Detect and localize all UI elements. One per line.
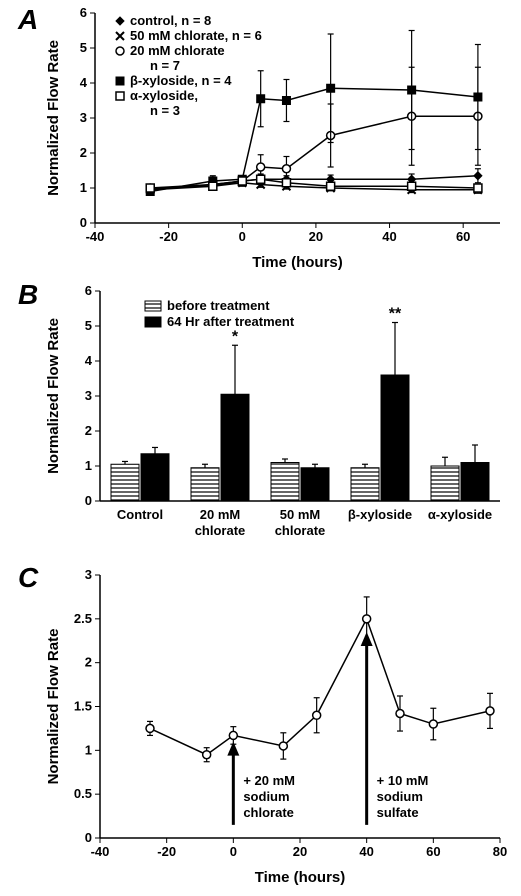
svg-text:control, n = 8: control, n = 8 xyxy=(130,13,211,28)
svg-text:64 Hr after treatment: 64 Hr after treatment xyxy=(167,314,295,329)
svg-text:+ 20 mM: + 20 mM xyxy=(243,773,295,788)
svg-text:chlorate: chlorate xyxy=(195,523,246,538)
svg-text:2: 2 xyxy=(85,423,92,438)
svg-text:1: 1 xyxy=(85,742,92,757)
svg-text:0: 0 xyxy=(239,229,246,244)
svg-text:6: 6 xyxy=(80,8,87,20)
svg-text:2: 2 xyxy=(85,655,92,670)
svg-text:3: 3 xyxy=(85,388,92,403)
svg-text:4: 4 xyxy=(85,353,93,368)
svg-text:sodium: sodium xyxy=(243,789,289,804)
svg-text:Time (hours): Time (hours) xyxy=(252,254,343,271)
svg-text:3: 3 xyxy=(85,570,92,582)
svg-text:5: 5 xyxy=(80,40,87,55)
svg-text:α-xyloside,: α-xyloside, xyxy=(130,88,198,103)
svg-text:chlorate: chlorate xyxy=(243,805,294,820)
svg-text:0: 0 xyxy=(80,215,87,230)
svg-text:β-xyloside, n = 4: β-xyloside, n = 4 xyxy=(130,73,232,88)
svg-text:0.5: 0.5 xyxy=(74,786,92,801)
svg-text:-40: -40 xyxy=(86,229,105,244)
svg-text:α-xyloside: α-xyloside xyxy=(428,507,492,522)
svg-text:60: 60 xyxy=(426,844,440,859)
svg-text:50 mM: 50 mM xyxy=(280,507,320,522)
svg-text:sodium: sodium xyxy=(377,789,423,804)
svg-text:20: 20 xyxy=(293,844,307,859)
panel-a-chart: 0 1 2 3 4 5 6 -40 -20 0 20 40 60 Time (hours) Normaliz… xyxy=(40,8,510,273)
svg-text:Normalized Flow Rate: Normalized Flow Rate xyxy=(45,629,62,785)
svg-text:80: 80 xyxy=(493,844,507,859)
svg-text:Control: Control xyxy=(117,507,163,522)
panel-b-label: B xyxy=(18,279,38,311)
svg-text:Normalized Flow Rate: Normalized Flow Rate xyxy=(45,40,62,196)
svg-text:n = 7: n = 7 xyxy=(150,58,180,73)
svg-text:60: 60 xyxy=(456,229,470,244)
svg-text:20 mM chlorate: 20 mM chlorate xyxy=(130,43,225,58)
svg-text:20: 20 xyxy=(309,229,323,244)
panel-a-label: A xyxy=(18,4,38,36)
svg-text:1.5: 1.5 xyxy=(74,699,92,714)
svg-text:20 mM: 20 mM xyxy=(200,507,240,522)
svg-text:chlorate: chlorate xyxy=(275,523,326,538)
svg-text:-20: -20 xyxy=(157,844,176,859)
svg-text:+ 10 mM: + 10 mM xyxy=(377,773,429,788)
svg-text:3: 3 xyxy=(80,110,87,125)
svg-text:sulfate: sulfate xyxy=(377,805,419,820)
svg-text:1: 1 xyxy=(85,458,92,473)
panel-b-chart: 0 1 2 3 4 5 6 Normalized Flow Rate Control * 20 mM… xyxy=(40,286,510,556)
svg-text:2: 2 xyxy=(80,145,87,160)
svg-text:Time (hours): Time (hours) xyxy=(255,869,346,886)
svg-text:Normalized Flow Rate: Normalized Flow Rate xyxy=(45,318,62,474)
svg-text:5: 5 xyxy=(85,318,92,333)
svg-text:0: 0 xyxy=(85,493,92,508)
svg-text:β-xyloside: β-xyloside xyxy=(348,507,412,522)
svg-text:1: 1 xyxy=(80,180,87,195)
svg-text:-20: -20 xyxy=(159,229,178,244)
svg-text:2.5: 2.5 xyxy=(74,611,92,626)
svg-text:before treatment: before treatment xyxy=(167,298,270,313)
svg-text:*: * xyxy=(232,328,239,345)
svg-text:50 mM chlorate, n = 6: 50 mM chlorate, n = 6 xyxy=(130,28,262,43)
svg-text:n = 3: n = 3 xyxy=(150,103,180,118)
svg-text:40: 40 xyxy=(382,229,396,244)
svg-text:0: 0 xyxy=(85,830,92,845)
svg-text:40: 40 xyxy=(359,844,373,859)
panel-c-chart: 0 0.5 1 1.5 2 2.5 3 -40 -20 0 20 40 60 80 Time (hours)… xyxy=(40,570,510,888)
svg-text:**: ** xyxy=(389,306,402,323)
svg-text:0: 0 xyxy=(230,844,237,859)
svg-text:-40: -40 xyxy=(91,844,110,859)
panel-c-label: C xyxy=(18,562,38,594)
svg-text:6: 6 xyxy=(85,286,92,298)
svg-text:4: 4 xyxy=(80,75,88,90)
